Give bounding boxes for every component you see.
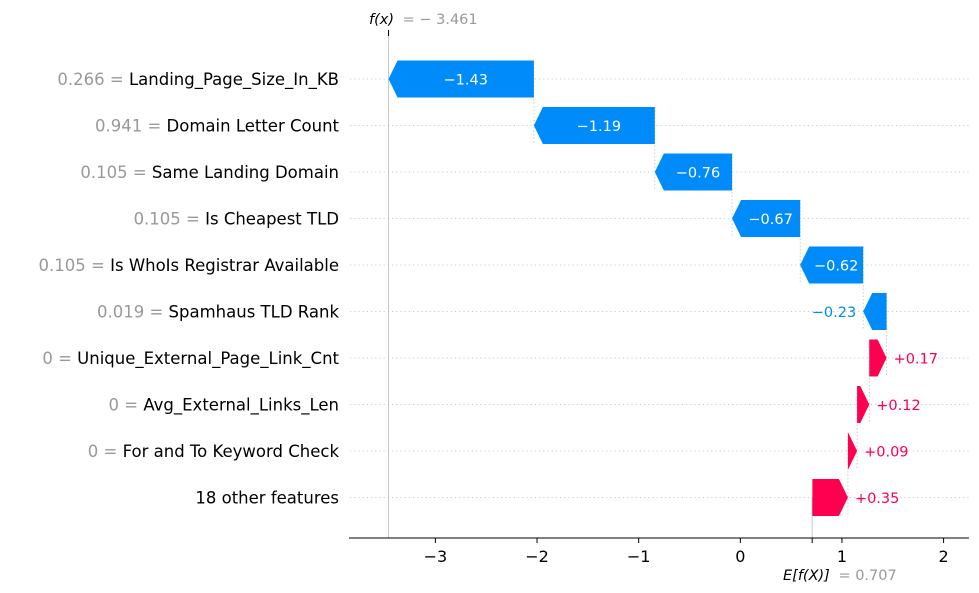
x-tick-label: 0: [735, 547, 745, 566]
waterfall-bar: [847, 432, 858, 470]
x-tick-label: 1: [837, 547, 847, 566]
feature-name: Unique_External_Page_Link_Cnt: [77, 349, 339, 369]
waterfall-bar: [863, 293, 887, 330]
feature-label: 0.266 = Landing_Page_Size_In_KB: [57, 70, 339, 90]
waterfall-bar: [812, 479, 848, 516]
feature-label: 0.105 = Is WhoIs Registrar Available: [39, 256, 339, 275]
feature-value: 0.941 =: [95, 117, 167, 136]
feature-value: 0.105 =: [80, 163, 152, 182]
x-tick-label: 2: [938, 547, 948, 566]
feature-label: 0.105 = Same Landing Domain: [80, 163, 339, 182]
x-tick-label: −3: [424, 547, 448, 566]
feature-name: Landing_Page_Size_In_KB: [129, 70, 339, 90]
fx-value: = − 3.461: [403, 12, 478, 28]
x-axis: −3 −2 −1 0 1 2: [349, 30, 969, 566]
bar-value-label: −0.23: [812, 305, 856, 321]
ex-label: E[f(X)]: [783, 568, 830, 584]
bar-value-label: +0.17: [894, 352, 938, 368]
feature-label: 0.019 = Spamhaus TLD Rank: [97, 303, 339, 322]
bar-value-label: −1.19: [577, 119, 621, 135]
feature-name: For and To Keyword Check: [123, 442, 340, 461]
bar-value-label: −0.76: [676, 166, 720, 182]
feature-value: 0.105 =: [39, 256, 111, 275]
fx-label: f(x): [369, 12, 394, 28]
waterfall-bar: [732, 200, 801, 237]
feature-label: 0 = For and To Keyword Check: [88, 442, 340, 461]
feature-value: 0.019 =: [97, 303, 169, 322]
feature-name: Avg_External_Links_Len: [143, 396, 339, 416]
feature-label: 0 = Unique_External_Page_Link_Cnt: [42, 349, 339, 369]
feature-value: 0 =: [109, 396, 144, 415]
feature-label: 0.105 = Is Cheapest TLD: [134, 210, 339, 229]
waterfall-bar: [857, 386, 870, 423]
feature-label: 0.941 = Domain Letter Count: [95, 117, 340, 136]
bar-layer: [388, 60, 887, 516]
bar-value-label: −0.62: [814, 259, 858, 275]
waterfall-bar: [533, 107, 655, 144]
waterfall-bar: [869, 339, 887, 377]
x-tick-label: −2: [525, 547, 549, 566]
waterfall-bar: [388, 60, 534, 98]
guide-layer: [388, 32, 887, 538]
feature-value: 0 =: [88, 442, 123, 461]
waterfall-bar: [654, 153, 733, 191]
waterfall-bar: [800, 246, 864, 284]
ex-value: = 0.707: [838, 568, 896, 584]
feature-label: 18 other features: [195, 489, 339, 508]
feature-name: Same Landing Domain: [152, 163, 339, 182]
feature-value: 0.266 =: [57, 70, 129, 89]
label-layer: −1.43 0.266 = Landing_Page_Size_In_KB −1.1…: [39, 70, 938, 508]
feature-value: 0.105 =: [134, 210, 206, 229]
feature-name: Is Cheapest TLD: [205, 210, 339, 229]
grid-layer: [350, 78, 969, 498]
bar-value-label: +0.35: [855, 491, 899, 507]
bar-value-label: −0.67: [748, 212, 792, 228]
feature-name: Is WhoIs Registrar Available: [110, 256, 339, 275]
bar-value-label: +0.09: [864, 445, 908, 461]
ex-annotation: E[f(X)] = 0.707: [783, 568, 897, 584]
feature-value: 0 =: [42, 349, 77, 368]
feature-name: Domain Letter Count: [167, 117, 340, 136]
feature-name: 18 other features: [195, 489, 339, 508]
feature-label: 0 = Avg_External_Links_Len: [109, 396, 340, 416]
x-tick-label: −1: [627, 547, 651, 566]
bar-value-label: −1.43: [443, 73, 487, 89]
bar-value-label: +0.12: [876, 398, 920, 414]
feature-name: Spamhaus TLD Rank: [169, 303, 340, 322]
fx-annotation: f(x) = − 3.461: [369, 12, 478, 28]
